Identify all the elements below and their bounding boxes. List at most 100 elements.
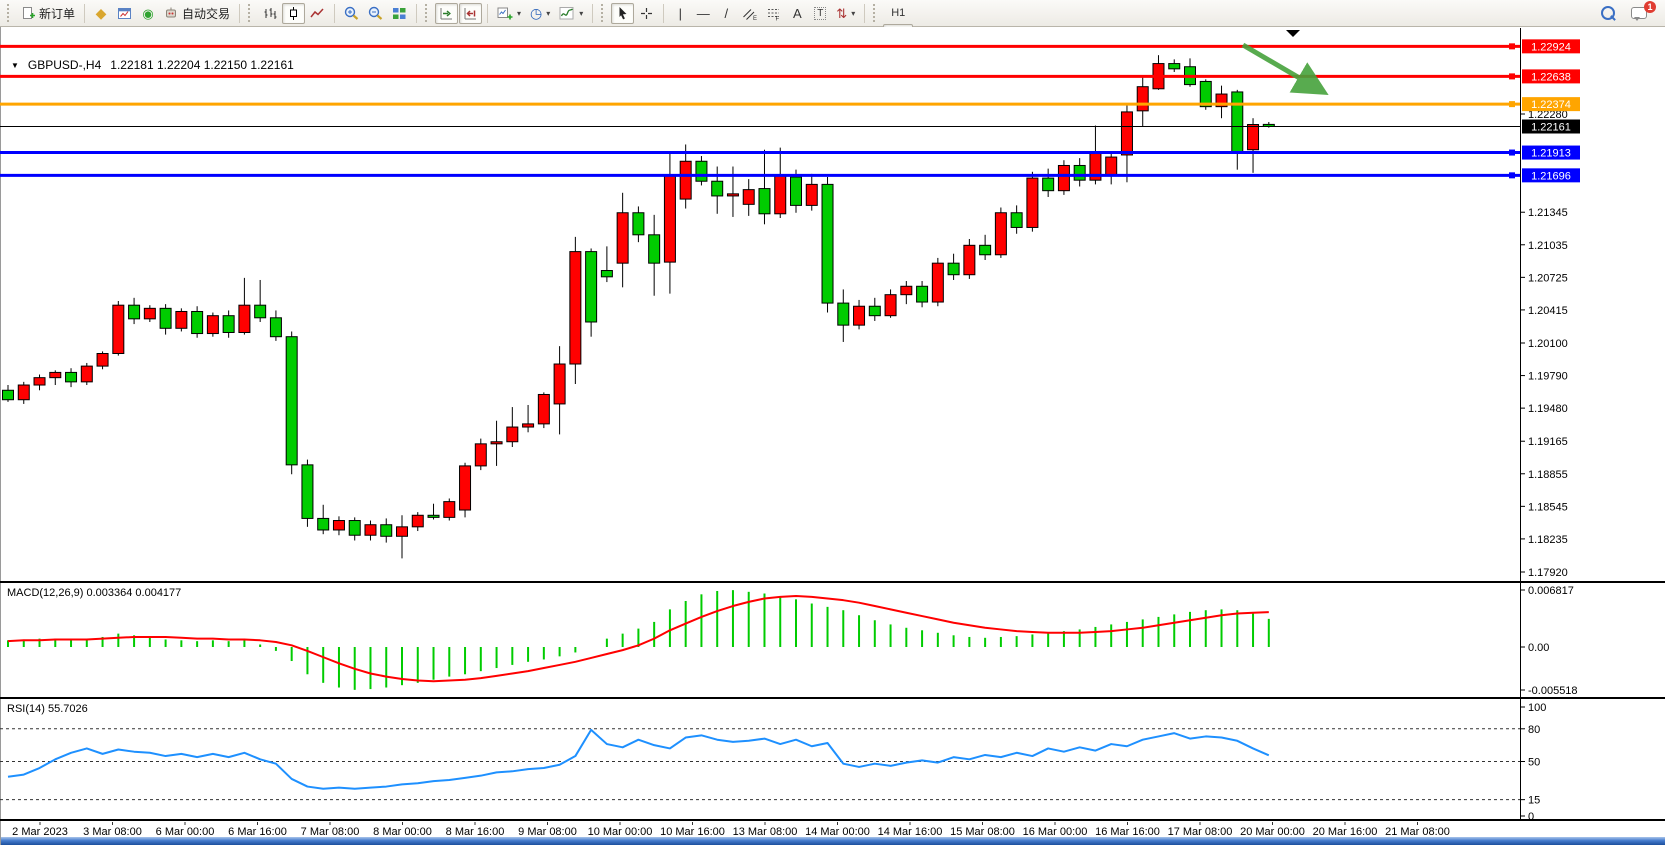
candle: [553, 363, 566, 405]
candle: [17, 384, 30, 401]
time-axis-label: 15 Mar 08:00: [950, 826, 1015, 837]
macd-pane[interactable]: 0.006817 0.00 -0.005518: [0, 583, 1665, 699]
new-order-button[interactable]: 新订单: [17, 3, 79, 24]
market-watch-button[interactable]: ◆: [90, 3, 112, 24]
time-axis-label: 7 Mar 08:00: [301, 826, 360, 837]
toolbar-drag-handle[interactable]: [601, 4, 607, 22]
chart-shift-button[interactable]: [459, 2, 483, 24]
cursor-button[interactable]: [611, 2, 635, 24]
candle: [805, 183, 818, 206]
crosshair-button[interactable]: [635, 3, 658, 24]
candle: [301, 464, 314, 519]
candle: [758, 188, 771, 215]
toolbar-drag-handle[interactable]: [873, 4, 879, 22]
price-pane[interactable]: 1.22280 1.21345 1.21035 1.20725 1.20415 1.201…: [0, 28, 1665, 583]
charts-window-button[interactable]: [113, 3, 136, 24]
text-label-button[interactable]: T: [809, 3, 831, 24]
candle: [695, 160, 708, 182]
search-button[interactable]: [1597, 3, 1619, 24]
time-axis-label: 13 Mar 08:00: [733, 826, 798, 837]
auto-scroll-button[interactable]: [435, 2, 459, 24]
signals-button[interactable]: ◉: [137, 3, 159, 24]
rsi-pane[interactable]: 100 80 50 15 0: [0, 699, 1665, 821]
cursor-arrow-icon: [619, 6, 627, 19]
candle: [569, 251, 582, 365]
timeframe-h1-button[interactable]: H1: [883, 3, 913, 24]
candle: [285, 336, 298, 466]
candle: [1247, 124, 1260, 151]
toolbar-drag-handle[interactable]: [7, 4, 13, 22]
candle: [1120, 111, 1133, 156]
candle: [900, 285, 913, 296]
line-anchor-handle[interactable]: [1509, 101, 1515, 108]
macd-indicator-label: MACD(12,26,9) 0.003364 0.004177: [7, 587, 182, 599]
zoom-in-button[interactable]: [340, 3, 363, 24]
equidistant-channel-button[interactable]: E: [738, 3, 761, 24]
candle: [143, 307, 156, 320]
candle: [1136, 86, 1149, 112]
autotrade-button[interactable]: 自动交易: [160, 3, 234, 24]
chart-window: ▼ GBPUSD-,H4 1.22181 1.22204 1.22150 1.2…: [0, 27, 1665, 845]
macd-tick-label: -0.005518: [1528, 685, 1578, 697]
autotrade-label: 自动交易: [182, 6, 231, 21]
candle: [348, 520, 361, 536]
candle: [679, 160, 692, 200]
fibonacci-icon: F: [768, 8, 780, 21]
zoom-out-button[interactable]: [364, 3, 387, 24]
candle: [332, 520, 345, 531]
price-badge-label: 1.21696: [1531, 170, 1571, 182]
candle: [522, 423, 535, 428]
toolbar-drag-handle[interactable]: [248, 4, 254, 22]
line-anchor-handle[interactable]: [1509, 149, 1515, 156]
price-tick-label: 1.20415: [1528, 305, 1568, 317]
price-badge-label: 1.21913: [1531, 148, 1571, 160]
chart-shift-icon: [464, 7, 477, 19]
time-axis-label: 14 Mar 00:00: [805, 826, 870, 837]
vertical-line-button[interactable]: |: [669, 3, 691, 24]
trendline-button[interactable]: /: [715, 3, 737, 24]
auto-scroll-icon: [440, 7, 453, 19]
candle: [175, 310, 188, 329]
line-anchor-handle[interactable]: [1509, 73, 1515, 80]
macd-tick-label: 0.006817: [1528, 585, 1574, 597]
time-axis-label: 9 Mar 08:00: [518, 826, 577, 837]
rsi-indicator-label: RSI(14) 55.7026: [7, 703, 88, 715]
toolbar-drag-handle[interactable]: [425, 4, 431, 22]
arrows-button[interactable]: ⇅ ▾: [832, 3, 859, 24]
candlestick-chart-button[interactable]: [282, 2, 306, 24]
periods-button[interactable]: ◷ ▾: [526, 3, 554, 24]
candle: [128, 304, 141, 320]
tile-windows-button[interactable]: [388, 3, 411, 24]
annotation-arrow[interactable]: [1241, 42, 1329, 96]
chart-window-icon: [118, 7, 132, 19]
price-tick-label: 1.22280: [1528, 109, 1568, 121]
new-order-icon: [23, 6, 35, 19]
candle: [474, 443, 487, 467]
line-anchor-handle[interactable]: [1509, 43, 1515, 50]
candle: [790, 176, 802, 206]
candle: [1057, 164, 1070, 192]
collapse-icon[interactable]: ▼: [11, 60, 19, 70]
candle: [112, 304, 125, 355]
indicators-button[interactable]: ▾: [555, 3, 587, 24]
bar-chart-button[interactable]: [258, 3, 281, 24]
price-axis[interactable]: 1.22280 1.21345 1.21035 1.20725 1.20415 1.201…: [1520, 39, 1580, 579]
price-badge-label: 1.22638: [1531, 71, 1571, 83]
candle: [96, 353, 109, 367]
chat-button[interactable]: 1: [1627, 0, 1656, 24]
price-badge-label: 1.22924: [1531, 41, 1571, 53]
new-chart-button[interactable]: ▾: [493, 3, 525, 24]
candle: [49, 371, 62, 379]
time-axis[interactable]: 2 Mar 2023 3 Mar 08:00 6 Mar 00:00 6 Mar 16…: [0, 822, 1665, 837]
fibonacci-button[interactable]: F: [762, 3, 785, 24]
line-chart-button[interactable]: [306, 3, 329, 24]
chart-shift-marker[interactable]: [1286, 30, 1300, 37]
signal-icon: ◉: [142, 5, 154, 21]
line-anchor-handle[interactable]: [1509, 172, 1515, 179]
separator: [663, 3, 665, 23]
horizontal-line-button[interactable]: —: [692, 3, 714, 24]
candle: [632, 212, 645, 236]
text-button[interactable]: A: [786, 3, 808, 24]
candle: [2, 389, 14, 401]
macd-tick-label: 0.00: [1528, 642, 1549, 654]
